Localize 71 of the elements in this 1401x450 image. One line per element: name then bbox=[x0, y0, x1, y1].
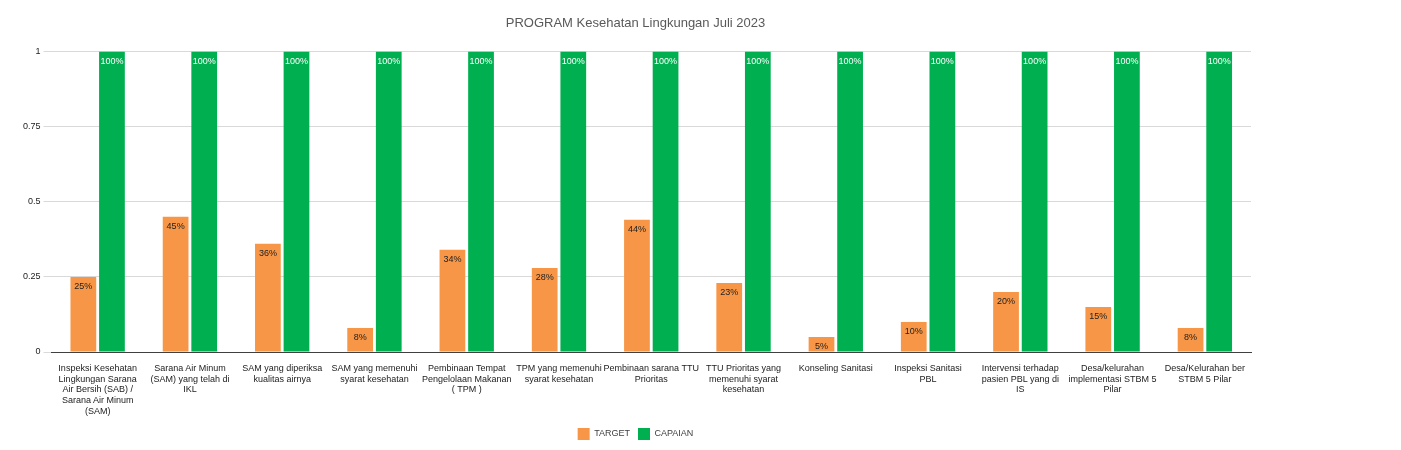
bar bbox=[652, 51, 679, 352]
data-label: 34% bbox=[443, 253, 462, 264]
bar bbox=[1021, 51, 1048, 352]
x-tick-label: TTU Prioritas yang memenuhi syarat kesehatan bbox=[706, 362, 782, 395]
data-label: 10% bbox=[904, 325, 923, 336]
x-tick-label: Intervensi terhadap pasien PBL yang di IS bbox=[981, 362, 1059, 395]
bar bbox=[929, 51, 956, 352]
bar bbox=[162, 216, 189, 352]
bar bbox=[531, 267, 558, 352]
x-tick-label: Pembinaan Tempat Pengelolaan Makanan ( TPM ) bbox=[421, 362, 512, 395]
data-label: 100% bbox=[1207, 55, 1231, 66]
bar bbox=[283, 51, 310, 352]
data-label: 28% bbox=[535, 271, 554, 282]
bar bbox=[255, 243, 281, 352]
bar bbox=[439, 249, 466, 352]
bar bbox=[900, 321, 927, 352]
bar bbox=[744, 51, 771, 352]
x-tick-label: Sarana Air Minum (SAM) yang telah di IKL bbox=[150, 362, 230, 395]
x-tick-label: Desa/kelurahan implementasi STBM 5 Pilar bbox=[1068, 362, 1157, 395]
x-tick-label: Inspeksi Kesehatan Lingkungan Sarana Air Bersih (SAB) / Sarana Air Minum (SAM) bbox=[58, 362, 137, 417]
data-label: 100% bbox=[561, 55, 585, 66]
data-label: 100% bbox=[1023, 55, 1047, 66]
y-tick-label: 0 bbox=[35, 346, 41, 357]
x-tick-label: Konseling Sanitasi bbox=[798, 362, 873, 373]
x-tick-label: Pembinaan sarana TTU Prioritas bbox=[603, 362, 699, 384]
bar bbox=[1206, 51, 1233, 352]
data-label: 100% bbox=[100, 55, 124, 66]
data-label: 20% bbox=[997, 295, 1016, 306]
x-tick-label: Desa/Kelurahan ber STBM 5 Pilar bbox=[1164, 362, 1245, 384]
x-tick-label: TPM yang memenuhi syarat kesehatan bbox=[516, 362, 602, 384]
data-label: 45% bbox=[166, 220, 185, 231]
chart-title: PROGRAM Kesehatan Lingkungan Juli 2023 bbox=[505, 15, 766, 31]
data-label: 36% bbox=[258, 247, 277, 258]
bar bbox=[837, 51, 863, 352]
bar bbox=[468, 51, 494, 352]
bar bbox=[716, 282, 743, 352]
bar bbox=[191, 51, 218, 352]
data-label: 100% bbox=[284, 55, 308, 66]
data-label: 100% bbox=[192, 55, 216, 66]
bar bbox=[70, 276, 97, 352]
x-tick-label: SAM yang memenuhi syarat kesehatan bbox=[331, 362, 418, 384]
bar bbox=[375, 51, 402, 352]
data-label: 100% bbox=[377, 55, 401, 66]
data-label: 100% bbox=[838, 55, 862, 66]
legend-label: CAPAIAN bbox=[654, 428, 694, 439]
bar bbox=[624, 219, 650, 352]
data-label: 8% bbox=[1184, 331, 1198, 342]
bar bbox=[347, 327, 374, 352]
y-tick-label: 0.5 bbox=[28, 196, 41, 207]
y-tick-label: 0.25 bbox=[22, 271, 41, 282]
data-label: 23% bbox=[720, 286, 739, 297]
data-label: 25% bbox=[74, 280, 93, 291]
bar bbox=[1085, 306, 1112, 352]
data-label: 15% bbox=[1089, 310, 1108, 321]
legend-label: TARGET bbox=[594, 428, 631, 439]
data-label: 8% bbox=[353, 331, 367, 342]
data-label: 5% bbox=[814, 340, 828, 351]
data-label: 100% bbox=[1115, 55, 1139, 66]
bar bbox=[1114, 51, 1140, 352]
data-label: 100% bbox=[654, 55, 678, 66]
data-label: 100% bbox=[746, 55, 770, 66]
bar bbox=[560, 51, 587, 352]
bar bbox=[993, 291, 1019, 352]
y-tick-label: 0.75 bbox=[22, 121, 41, 132]
data-label: 100% bbox=[469, 55, 493, 66]
data-label: 44% bbox=[627, 223, 646, 234]
data-label: 100% bbox=[930, 55, 954, 66]
bar bbox=[99, 51, 125, 352]
y-tick-label: 1 bbox=[35, 46, 41, 57]
x-tick-label: Inspeksi Sanitasi PBL bbox=[894, 362, 962, 384]
x-tick-label: SAM yang diperiksa kualitas airnya bbox=[242, 362, 323, 384]
